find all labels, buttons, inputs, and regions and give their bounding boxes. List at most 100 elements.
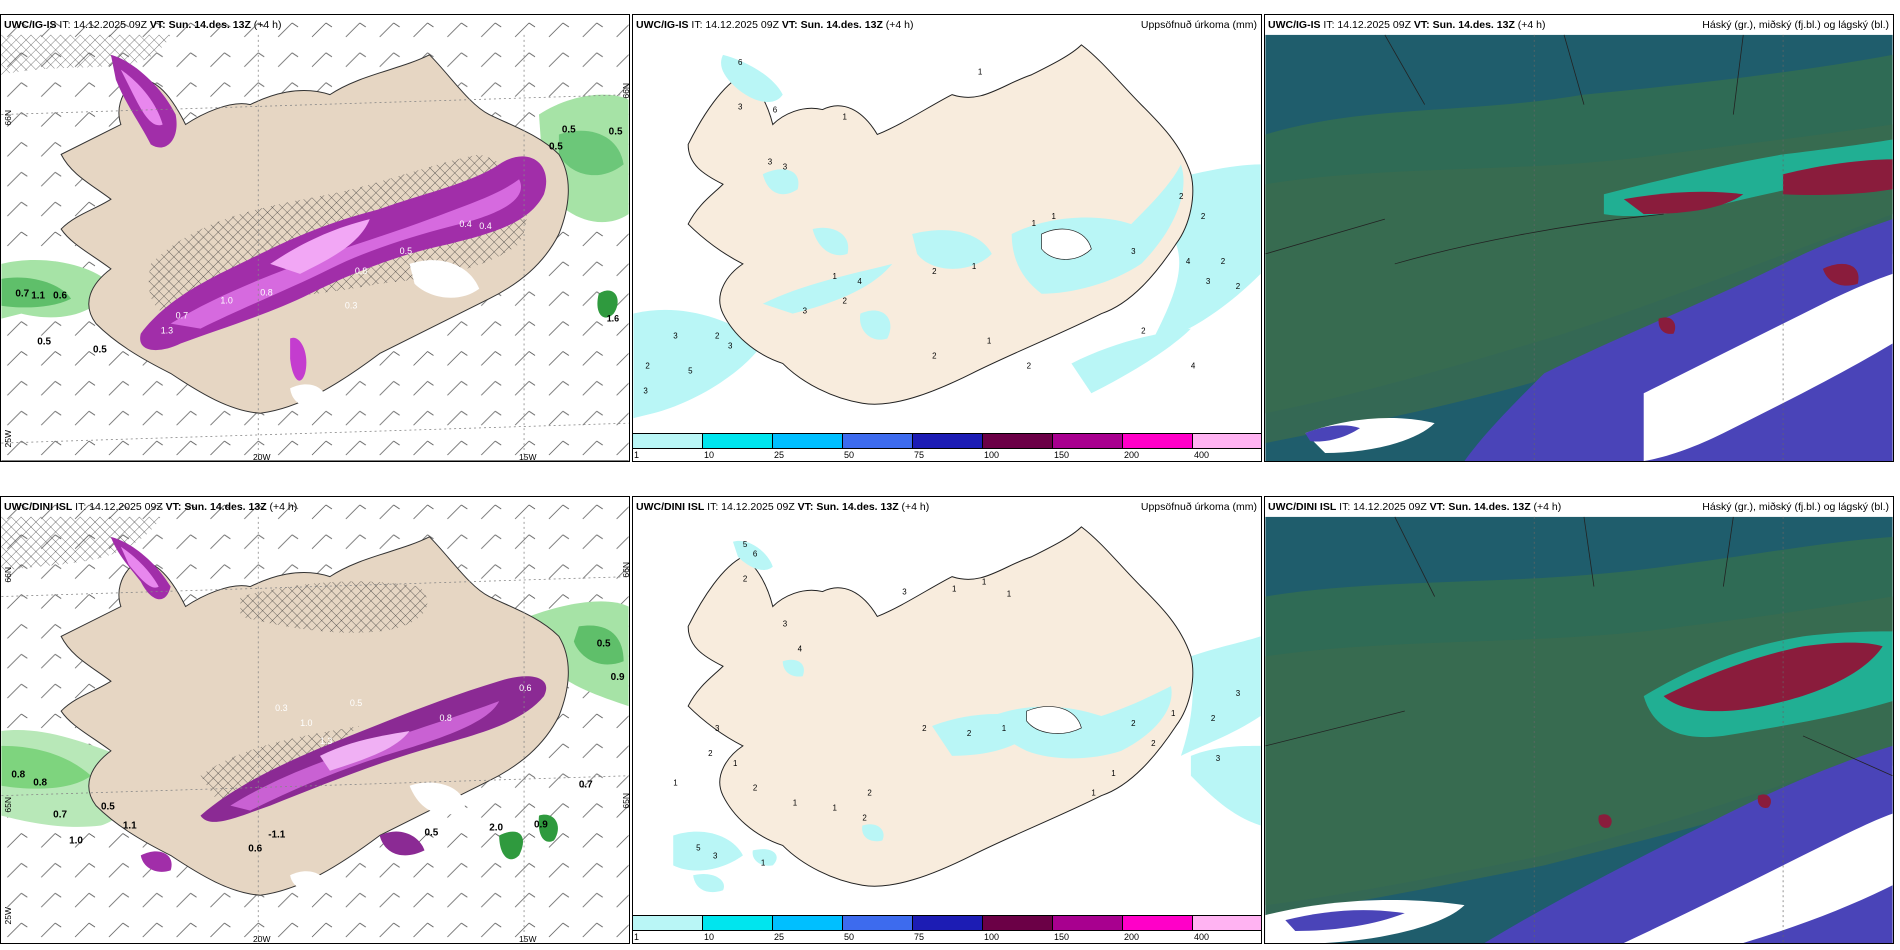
colorbar-tick-label: 10 (704, 932, 715, 942)
lat-label: 66N (621, 83, 630, 99)
value-label: 0.8 (439, 713, 451, 723)
value-label: 0.8 (355, 266, 367, 276)
value-label: 0.7 (579, 780, 593, 791)
value-label: 2 (753, 784, 758, 793)
colorbar-cell (913, 434, 983, 448)
colorbar-tick-label: 400 (1194, 450, 1210, 460)
precip-accum-map: 5 6 3 2 3 4 1 1 1 1 3 2 1 2 1 1 2 2 2 1 … (673, 526, 1261, 893)
value-label: 2 (932, 267, 937, 276)
value-label: 0.5 (101, 802, 115, 813)
colorbar-cell (633, 434, 703, 448)
value-label: 5 (743, 540, 748, 549)
panel-header: UWC/DINI ISL IT: 14.12.2025 09Z VT: Sun.… (1268, 501, 1562, 513)
wind-precip-map: 0.5 0.9 0.8 0.8 0.7 0.5 1.0 1.1 0.6 -1.1… (1, 497, 629, 943)
value-label: 2 (715, 332, 720, 341)
value-label: 6 (738, 58, 743, 67)
value-label: 0.5 (400, 246, 412, 256)
value-label: 1.3 (161, 326, 173, 336)
value-label: 3 (738, 103, 743, 112)
colorbar-tick-label: 200 (1124, 932, 1140, 942)
value-label: 1 (1002, 724, 1007, 733)
value-label: 1 (1111, 769, 1116, 778)
value-label: 0.9 (534, 820, 548, 831)
panel-header: UWC/IG-IS IT: 14.12.2025 09Z VT: Sun. 14… (1268, 19, 1546, 31)
lon-label: 20W (253, 934, 271, 944)
value-label: 1 (833, 272, 838, 281)
value-label: 0.5 (597, 638, 611, 649)
colorbar-tick-label: 75 (914, 932, 925, 942)
colorbar-tick-label: 150 (1054, 932, 1070, 942)
lat-label: 66N (3, 567, 13, 583)
colorbar-tick-label: 1 (634, 450, 640, 460)
value-label: 4 (798, 644, 803, 653)
value-label: -1.1 (268, 829, 286, 840)
iceland-landmass (687, 526, 1194, 887)
panel-header: UWC/DINI ISL IT: 14.12.2025 09Z VT: Sun.… (636, 501, 930, 513)
value-label: 1 (1032, 219, 1037, 228)
colorbar-cell (1123, 434, 1193, 448)
value-label: 2 (967, 729, 972, 738)
cloud-cover-map (1265, 34, 1893, 461)
colorbar-cell (983, 916, 1053, 930)
value-label: 0.5 (609, 126, 623, 137)
colorbar-cell (633, 916, 703, 930)
value-label: 4 (1186, 257, 1191, 266)
cloud-cover-map (1265, 516, 1893, 943)
colorbar-cell (703, 434, 773, 448)
lat-label: 25W (3, 430, 13, 448)
value-label: 3 (1236, 689, 1241, 698)
value-label: 0.5 (425, 827, 439, 838)
value-label: 2 (1151, 739, 1156, 748)
value-label: 1 (1171, 709, 1176, 718)
colorbar-cell (1193, 916, 1261, 930)
value-label: 1 (842, 113, 847, 122)
value-label: 3 (902, 588, 907, 597)
value-label: 1.1 (123, 821, 137, 832)
value-label: 2 (708, 749, 713, 758)
value-label: 0.7 (53, 810, 67, 821)
value-label: 1 (673, 779, 678, 788)
value-label: 1.3 (320, 736, 332, 746)
value-label: 1.0 (69, 835, 83, 846)
value-label: 1.0 (300, 718, 312, 728)
value-label: 3 (1206, 277, 1211, 286)
value-label: 2 (842, 297, 847, 306)
value-label: 1 (833, 804, 838, 813)
value-label: 0.3 (345, 301, 357, 311)
value-label: 0.9 (611, 672, 625, 683)
value-label: 4 (857, 277, 862, 286)
colorbar-cell (773, 434, 843, 448)
value-label: 6 (753, 550, 758, 559)
value-label: 1 (1052, 212, 1057, 221)
colorbar-cell (913, 916, 983, 930)
panel-bottom-middle: UWC/DINI ISL IT: 14.12.2025 09Z VT: Sun.… (632, 496, 1262, 944)
panel-product-title: Uppsöfnuð úrkoma (mm) (1140, 19, 1257, 31)
panel-header: UWC/DINI ISL IT: 14.12.2025 09Z VT: Sun.… (4, 501, 298, 513)
value-label: 1.0 (220, 296, 232, 306)
value-label: 1 (1091, 789, 1096, 798)
value-label: 1 (1007, 590, 1012, 599)
value-label: 2 (1211, 714, 1216, 723)
value-label: 2 (645, 361, 650, 370)
panel-header: UWC/IG-IS IT: 14.12.2025 09Z VT: Sun. 14… (4, 19, 282, 31)
value-label: 1 (793, 799, 798, 808)
lat-label: 25W (3, 907, 13, 925)
value-label: 0.3 (275, 703, 287, 713)
colorbar-tick-label: 25 (774, 932, 785, 942)
value-label: 0.8 (260, 288, 272, 298)
value-label: 2 (743, 575, 748, 584)
value-label: 0.8 (33, 778, 47, 789)
value-label: 3 (783, 619, 788, 628)
value-label: 2 (1221, 257, 1226, 266)
value-label: 5 (696, 843, 701, 852)
value-label: 2 (1201, 212, 1206, 221)
value-label: 0.5 (37, 337, 51, 348)
panel-product-title: Háský (gr.), miðský (fj.bl.) og lágský (… (1702, 501, 1889, 513)
value-label: 0.5 (549, 141, 563, 152)
panel-product-title: Háský (gr.), miðský (fj.bl.) og lágský (… (1702, 19, 1889, 31)
value-label: 1 (761, 858, 766, 867)
value-label: 1 (952, 585, 957, 594)
value-label: 2.0 (489, 823, 503, 834)
value-label: 0.7 (176, 311, 188, 321)
precip-accum-map: 1 1 3 3 3 6 6 1 3 2 3 3 2 5 3 2 1 4 2 1 … (633, 44, 1261, 419)
